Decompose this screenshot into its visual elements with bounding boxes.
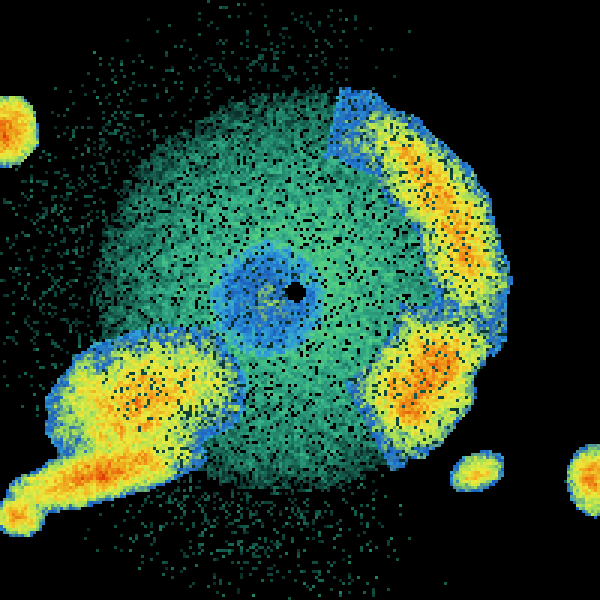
radar-display[interactable]: Weather Radar Base Reflectivity (PPI) Ba… xyxy=(0,0,600,600)
radar-reflectivity-canvas[interactable] xyxy=(0,0,600,600)
